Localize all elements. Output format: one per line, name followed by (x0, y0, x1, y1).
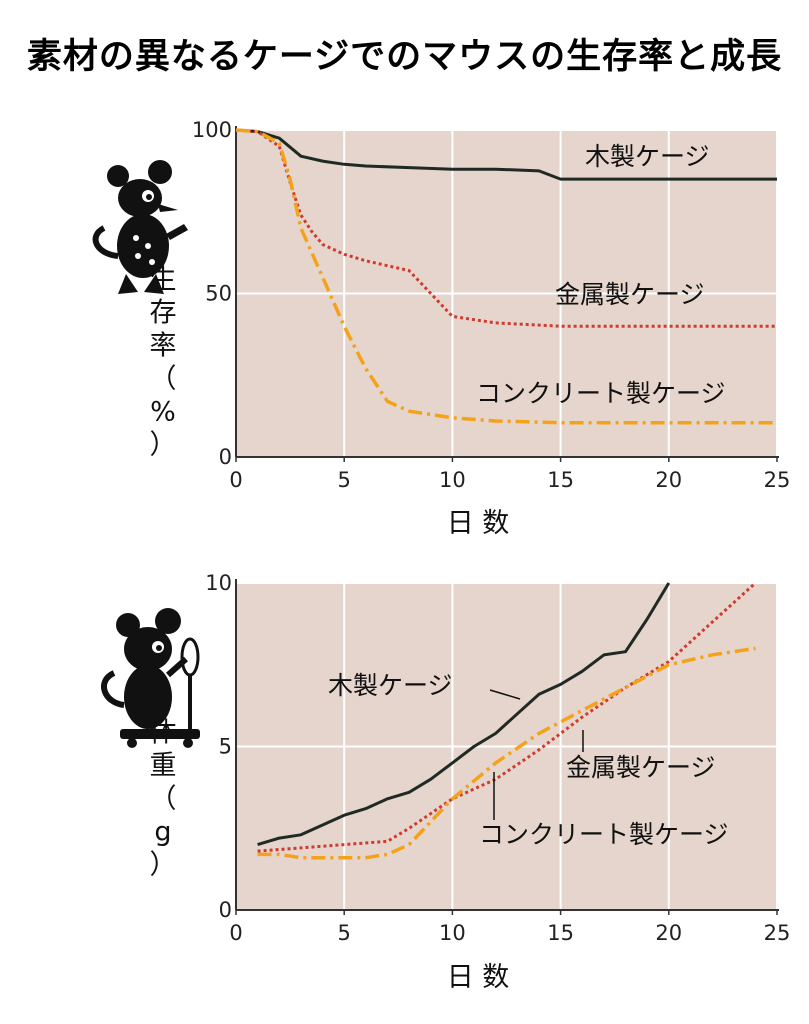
survival-label-concrete: コンクリート製ケージ (476, 379, 726, 408)
weight-leader-wood (489, 689, 521, 700)
survival-label-metal: 金属製ケージ (555, 280, 705, 309)
x-tick-label: 5 (338, 921, 351, 945)
weight-label-concrete: コンクリート製ケージ (479, 820, 729, 849)
x-tick-label: 10 (439, 921, 466, 945)
survival-chart: 0 5 10 15 20 25 0 50 100 木製ケージ 金属製ケージ コンクリート製ケージ… (96, 118, 791, 539)
series-line-metal (257, 581, 757, 853)
x-tick-label: 10 (439, 468, 466, 492)
y-tick-label: 0 (219, 445, 232, 469)
weight-label-wood: 木製ケージ (328, 671, 453, 700)
series-line-concrete (235, 128, 777, 425)
weight-chart: 0 5 10 15 20 25 0 5 10 木製ケージ 金属製ケージ コンクリート製ケージ 日… (101, 571, 791, 993)
x-tick-label: 15 (547, 921, 574, 945)
weight-label-metal: 金属製ケージ (566, 753, 716, 782)
series-line-metal (235, 128, 777, 328)
y-tick-label: 0 (219, 898, 232, 922)
x-tick-label: 0 (229, 921, 242, 945)
page-title: 素材の異なるケージでのマウスの生存率と成長 (26, 37, 783, 77)
x-tick-label: 5 (338, 468, 351, 492)
series-line-concrete (257, 646, 756, 860)
x-tick-label: 20 (655, 468, 682, 492)
survival-x-label: 日 数 (447, 508, 510, 539)
weight-y-label: 体重（g） (150, 718, 177, 881)
weight-x-label: 日 数 (447, 962, 510, 993)
survival-label-wood: 木製ケージ (585, 142, 710, 171)
x-tick-label: 15 (547, 468, 574, 492)
x-tick-label: 25 (764, 468, 791, 492)
x-tick-label: 20 (655, 921, 682, 945)
survival-y-label: 生存率（%） (150, 265, 177, 461)
series-line-wood (257, 582, 671, 847)
y-tick-label: 50 (205, 282, 232, 306)
x-tick-label: 0 (229, 468, 242, 492)
y-tick-label: 100 (192, 118, 232, 142)
x-tick-label: 25 (764, 921, 791, 945)
mouse-with-mirror-icon (101, 608, 200, 748)
series-line-wood (235, 128, 777, 181)
y-tick-label: 5 (219, 735, 232, 759)
y-tick-label: 10 (205, 571, 232, 595)
